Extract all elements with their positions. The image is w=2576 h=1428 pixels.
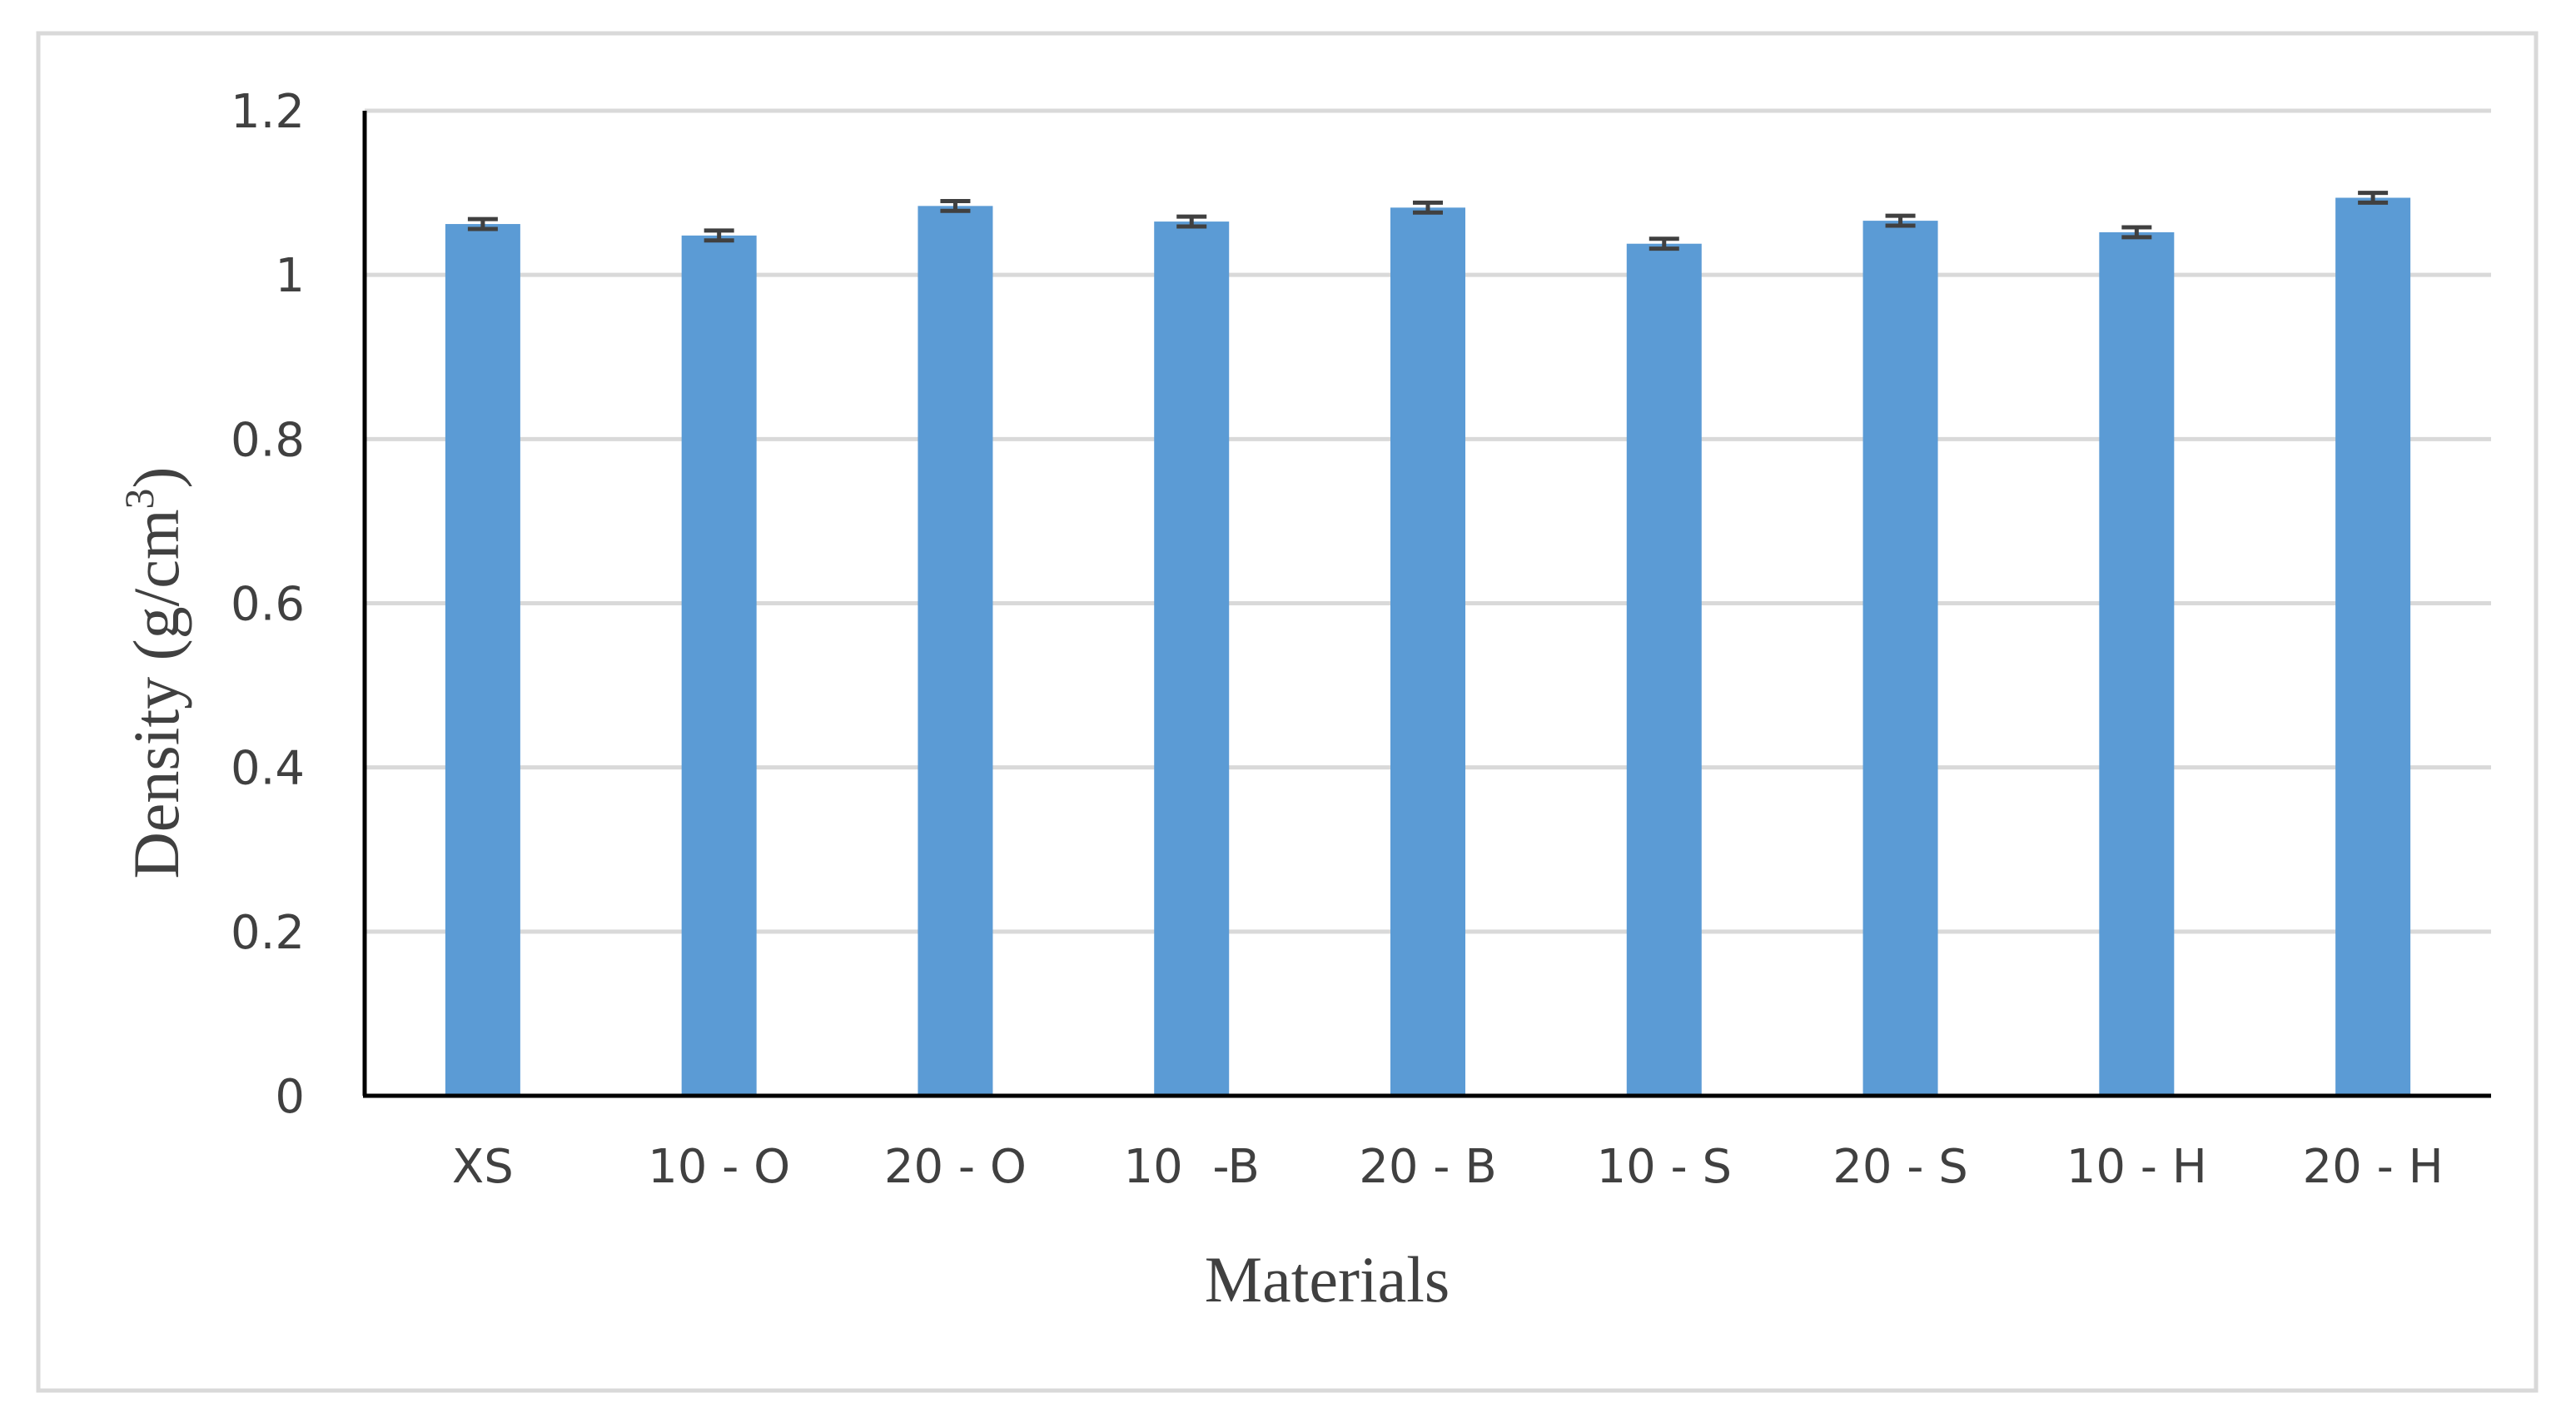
y-tick-label: 0.4	[231, 742, 305, 796]
error-bar	[2121, 225, 2152, 240]
bar	[1626, 243, 1702, 1097]
y-tick-label: 0.8	[231, 413, 305, 467]
error-bar	[1649, 236, 1679, 251]
x-tick-label: 10 - H	[2066, 1140, 2207, 1194]
error-bar	[467, 216, 498, 231]
y-axis-title-superscript: 3	[116, 488, 162, 509]
x-axis-title: Materials	[1205, 1243, 1450, 1316]
error-bars	[467, 191, 2389, 251]
bar	[1862, 221, 1938, 1096]
error-bar	[1413, 200, 1443, 215]
y-tick-label: 1	[275, 249, 305, 303]
y-axis-title-main: Density (g/cm	[120, 509, 192, 878]
x-tick-label: 10 - S	[1596, 1140, 1732, 1194]
bar	[2335, 197, 2411, 1097]
error-bar	[940, 198, 971, 213]
error-bar	[2358, 191, 2389, 205]
x-tick-label: 20 - O	[884, 1140, 1027, 1194]
bar	[681, 235, 757, 1096]
x-tick-label: 20 - B	[1359, 1140, 1496, 1194]
y-axis-title-close: )	[120, 466, 192, 488]
x-tick-label: 10 -B	[1123, 1140, 1260, 1194]
x-tick-label: XS	[452, 1140, 514, 1194]
y-tick-label: 0.6	[231, 578, 305, 632]
error-bar	[704, 228, 734, 243]
y-axis-title: Density (g/cm3)	[116, 466, 192, 878]
bar	[1154, 221, 1230, 1096]
bar	[2099, 231, 2175, 1096]
y-tick-labels: 0 0.2 0.4 0.6 0.8 1 1.2	[231, 85, 305, 1124]
y-tick-label: 1.2	[231, 85, 305, 139]
y-tick-label: 0.2	[231, 906, 305, 960]
error-bar	[1885, 213, 1916, 228]
x-tick-label: 20 - H	[2303, 1140, 2444, 1194]
bar	[1390, 207, 1465, 1096]
x-tick-label: 10 - O	[648, 1140, 790, 1194]
axes	[362, 111, 2491, 1098]
y-tick-label: 0	[275, 1070, 305, 1124]
bars	[445, 197, 2411, 1097]
bar	[918, 206, 993, 1096]
bar	[445, 224, 520, 1096]
x-tick-label: 20 - S	[1833, 1140, 1968, 1194]
x-tick-labels: XS 10 - O 20 - O 10 -B 20 - B 10 - S 20 - S 10 …	[452, 1140, 2444, 1194]
error-bar	[1176, 214, 1207, 229]
